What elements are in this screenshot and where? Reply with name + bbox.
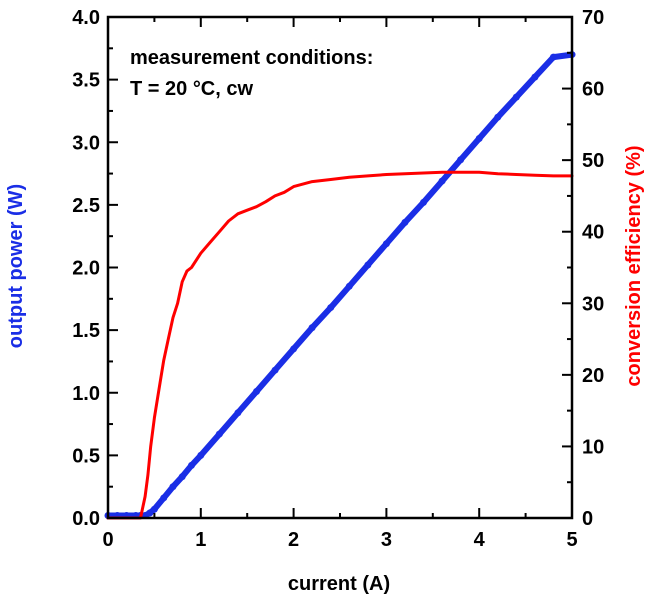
ticks-layer: 0 1 2 3 4 5 0.0 0.5 1.0 1.5 2.0 2.5 3.0 3.5 4.0 0 10 20 30… [72,7,604,551]
output-power-point [512,93,520,101]
y-left-tick-label: 0.0 [72,508,100,530]
y-left-tick-label: 2.0 [72,258,100,280]
output-power-point [382,240,390,248]
annotation-line-2: T = 20 °C, cw [130,78,253,100]
x-tick-label: 4 [474,529,486,551]
output-power-point [188,461,196,469]
x-tick-label: 5 [566,529,577,551]
output-power-point [420,198,428,206]
output-power-point [327,304,335,312]
y-right-tick-label: 40 [582,222,604,244]
plot-layer [104,51,576,520]
y-left-tick-label: 2.5 [72,195,100,217]
annotation-line-1: measurement conditions: [130,47,373,69]
x-tick-label: 1 [195,529,206,551]
output-power-point [364,261,372,269]
y-left-tick-label: 1.0 [72,383,100,405]
output-power-point [271,366,279,374]
y-right-tick-label: 10 [582,436,604,458]
output-power-point [290,345,298,353]
y-right-tick-label: 60 [582,79,604,101]
output-power-point [549,53,557,61]
y-right-tick-label: 50 [582,150,604,172]
output-power-point [178,473,186,481]
output-power-point [531,73,539,81]
output-power-point [345,282,353,290]
output-power-point [494,113,502,121]
output-power-point [160,494,168,502]
output-power-line [105,51,575,519]
y-right-tick-label: 0 [582,508,593,530]
output-power-point [457,156,465,164]
y-axis-right-title: conversion efficiency (%) [623,145,645,386]
conversion-efficiency-line [106,170,574,520]
output-power-point [401,218,409,226]
y-right-tick-label: 30 [582,293,604,315]
y-left-tick-label: 0.5 [72,445,100,467]
x-tick-label: 3 [381,529,392,551]
y-right-tick-label: 70 [582,7,604,29]
y-left-tick-label: 3.0 [72,132,100,154]
output-power-point [197,451,205,459]
y-left-tick-label: 3.5 [72,70,100,92]
output-power-point [150,505,158,513]
output-power-point [234,409,242,417]
y-axis-left-title: output power (W) [5,184,27,348]
y-left-tick-label: 1.5 [72,320,100,342]
output-power-point [215,430,223,438]
output-power-point [308,324,316,332]
output-power-point [438,177,446,185]
output-power-point [475,134,483,142]
output-power-point [169,483,177,491]
output-power-point [252,387,260,395]
y-left-tick-label: 4.0 [72,7,100,29]
y-right-tick-label: 20 [582,365,604,387]
x-tick-label: 0 [102,529,113,551]
x-axis-title: current (A) [288,573,390,595]
output-power-point [146,509,154,517]
x-tick-label: 2 [288,529,299,551]
